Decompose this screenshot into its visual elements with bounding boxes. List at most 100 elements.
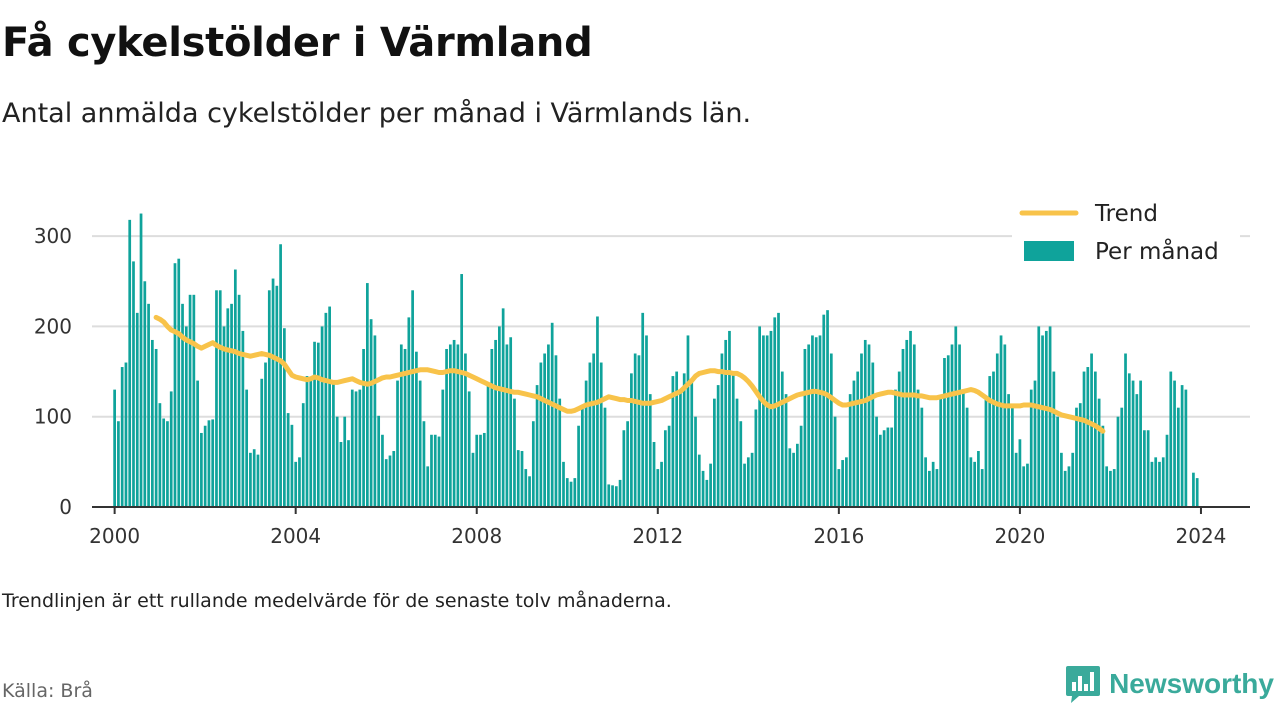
- bar: [886, 427, 890, 507]
- bar: [460, 274, 464, 507]
- bar: [743, 463, 746, 507]
- bar: [1011, 407, 1014, 507]
- chart-subtitle: Antal anmälda cykelstölder per månad i V…: [2, 98, 752, 129]
- bar: [803, 348, 807, 507]
- bar: [181, 303, 184, 507]
- bar: [1127, 373, 1131, 507]
- bar: [988, 376, 992, 507]
- bar: [513, 398, 516, 507]
- bar: [630, 373, 633, 507]
- bar: [1078, 403, 1082, 507]
- bar: [283, 328, 286, 507]
- bar: [984, 398, 988, 507]
- bar: [705, 479, 709, 507]
- x-tick-label-2004: 2004: [270, 524, 321, 548]
- bar: [856, 371, 860, 507]
- bar: [977, 451, 980, 507]
- bar: [1090, 353, 1093, 507]
- bar: [701, 470, 705, 507]
- bar: [788, 448, 792, 507]
- bar: [135, 312, 139, 507]
- bar: [750, 452, 754, 507]
- bar: [607, 484, 611, 507]
- bar: [1165, 434, 1169, 507]
- bar: [686, 335, 690, 507]
- bar: [980, 469, 984, 507]
- y-tick-label-200: 200: [34, 314, 72, 338]
- bar: [177, 258, 181, 507]
- bar: [875, 416, 878, 507]
- bar: [588, 362, 592, 507]
- bar: [995, 353, 999, 507]
- brand-name: Newsworthy: [1109, 668, 1274, 699]
- bar: [565, 478, 569, 507]
- bar: [411, 290, 414, 507]
- bar: [852, 380, 856, 507]
- bar: [792, 452, 795, 507]
- bar: [143, 281, 147, 507]
- legend-swatch-per-manad: [1024, 241, 1074, 261]
- bar: [543, 353, 546, 507]
- bar: [147, 303, 150, 507]
- bar: [675, 371, 679, 507]
- bar: [618, 479, 622, 507]
- bar: [739, 421, 743, 507]
- bar: [939, 398, 943, 507]
- bar: [249, 452, 252, 507]
- bar: [905, 339, 909, 507]
- bar: [765, 335, 769, 507]
- bar: [154, 348, 158, 507]
- bar: [320, 326, 324, 507]
- bar: [773, 317, 777, 507]
- bar: [573, 478, 577, 507]
- bar: [660, 461, 663, 507]
- bar: [482, 432, 486, 507]
- bar: [1176, 407, 1180, 507]
- bar: [1007, 394, 1010, 507]
- bar: [1003, 344, 1007, 507]
- bar: [505, 344, 509, 507]
- bar: [1067, 466, 1071, 507]
- bar: [475, 434, 479, 507]
- bar: [822, 314, 826, 507]
- bar: [558, 398, 562, 507]
- bar: [384, 459, 388, 507]
- bar: [890, 427, 894, 507]
- bar: [622, 430, 626, 507]
- bar: [230, 303, 233, 507]
- bar: [769, 330, 773, 507]
- bar: [166, 421, 169, 507]
- bar: [150, 339, 154, 507]
- y-tick-label-300: 300: [34, 224, 72, 248]
- bar: [207, 420, 211, 507]
- x-tick-label-2000: 2000: [89, 524, 140, 548]
- bar: [1169, 371, 1173, 507]
- legend-label-trend: Trend: [1094, 201, 1158, 227]
- chart-title: Få cykelstölder i Värmland: [2, 20, 593, 66]
- bar: [467, 391, 471, 507]
- bar: [709, 463, 712, 507]
- bar: [347, 440, 350, 507]
- bar: [113, 389, 116, 507]
- bar: [222, 326, 226, 507]
- bar: [897, 371, 901, 507]
- bar: [1093, 371, 1097, 507]
- bar: [961, 389, 965, 507]
- bar: [494, 339, 497, 507]
- bar: [916, 389, 920, 507]
- bar: [426, 466, 430, 507]
- bar: [1026, 463, 1029, 507]
- bar: [162, 418, 166, 507]
- bar: [1018, 439, 1022, 507]
- bar: [316, 342, 320, 507]
- bar: [1014, 452, 1018, 507]
- bar: [290, 424, 294, 507]
- bar: [388, 455, 392, 507]
- bar: [867, 344, 871, 507]
- brand-logo[interactable]: Newsworthy: [1065, 664, 1274, 704]
- bar: [1146, 430, 1150, 507]
- bar: [305, 376, 309, 507]
- x-tick-label-2016: 2016: [813, 524, 864, 548]
- bar: [332, 380, 335, 507]
- bar: [931, 461, 935, 507]
